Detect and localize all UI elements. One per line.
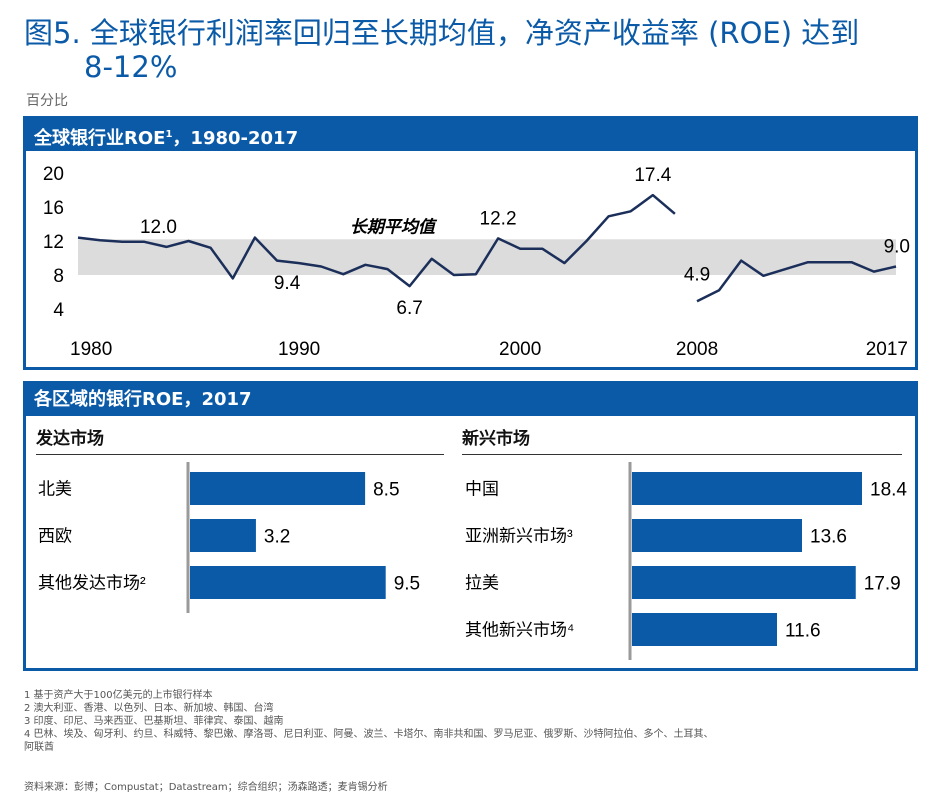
y-tick-label: 12 [43,232,64,253]
bar [632,472,862,505]
data-label: 9.0 [884,237,910,258]
developed-markets-title: 发达市场 [36,429,104,449]
developed-divider [36,454,444,455]
bar-category-label: 中国 [465,480,499,499]
roe-line-chart: 长期平均值 4 8 12 16 20 1980 1990 2000 2008 2017 12.0 9.4… [43,164,910,360]
bar-category-label: 其他新兴市场⁴ [465,621,574,640]
x-tick-label: 1990 [278,339,320,360]
footnote-4-cont: 阿联酋 [24,742,54,753]
y-tick-label: 8 [53,266,64,287]
bar-category-label: 其他发达市场² [38,574,146,593]
data-label: 17.4 [634,165,671,186]
y-tick-label: 20 [43,164,64,185]
heading-text: 全球银行业ROE [34,128,166,149]
emerging-markets-title: 新兴市场 [462,429,530,449]
footnotes: 1 基于资产大于100亿美元的上市银行样本 2 澳大利亚、香港、以色列、日本、新… [24,689,924,754]
bar [190,566,386,599]
developed-bar-chart: 北美 8.5 西欧 3.2 其他发达市场² 9.5 [38,462,420,613]
data-label: 12.2 [480,208,517,229]
band-label: 长期平均值 [350,218,438,237]
page-title: 图5. 全球银行利润率回归至长期均值，净资产收益率 (ROE) 达到 8-12% [24,16,924,84]
bar-value-label: 3.2 [264,527,290,548]
x-tick-label: 2000 [499,339,541,360]
bar [632,613,777,646]
bar-value-label: 9.5 [394,574,420,595]
x-tick-label: 2008 [676,339,718,360]
footnote-3: 3 印度、印尼、马来西亚、巴基斯坦、菲律宾、泰国、越南 [24,716,284,727]
data-label: 4.9 [684,264,710,285]
bar-value-label: 8.5 [373,480,399,501]
data-label: 6.7 [396,298,422,319]
bar [632,566,856,599]
bar-category-label: 西欧 [38,527,72,546]
x-tick-label: 1980 [70,339,112,360]
data-label: 12.0 [140,217,177,238]
regional-roe-heading: 各区域的银行ROE，2017 [26,384,915,416]
roe-series-line-2 [696,259,897,303]
footnote-4: 4 巴林、埃及、匈牙利、约旦、科威特、黎巴嫩、摩洛哥、尼日利亚、阿曼、波兰、卡塔… [24,729,714,740]
bar [190,472,366,505]
global-roe-heading: 全球银行业ROE1，1980-2017 [26,119,915,151]
emerging-divider [462,454,902,455]
bar [632,519,802,552]
regional-roe-panel: 各区域的银行ROE，2017 发达市场 新兴市场 北美 8.5 西欧 3.2 其他发达市… [23,381,918,671]
bar-value-label: 17.9 [864,574,901,595]
global-roe-panel: 全球银行业ROE1，1980-2017 长期平均值 4 8 12 16 20 1980 199… [23,116,918,370]
emerging-bar-chart: 中国 18.4 亚洲新兴市场³ 13.6 拉美 17.9 其他新兴市场⁴ 11.6 [465,462,907,660]
title-line-1: 图5. 全球银行利润率回归至长期均值，净资产收益率 (ROE) 达到 [24,16,860,50]
x-tick-label: 2017 [866,339,908,360]
y-tick-label: 16 [43,198,64,219]
data-label: 9.4 [274,273,301,294]
footnote-1: 1 基于资产大于100亿美元的上市银行样本 [24,690,213,701]
bar-category-label: 亚洲新兴市场³ [465,527,573,546]
y-tick-label: 4 [53,300,64,321]
bar-category-label: 北美 [38,480,72,499]
heading-footnote-mark: 1 [165,129,173,140]
bar-value-label: 11.6 [785,621,821,642]
bar-value-label: 18.4 [870,480,907,501]
source-note: 资料来源：彭博；Compustat；Datastream；综合组织；汤森路透；麦… [24,782,388,793]
bar [190,519,256,552]
bar-value-label: 13.6 [810,527,847,548]
unit-label: 百分比 [26,93,68,109]
roe-series-line-1 [77,193,676,288]
title-line-2: 8-12% [84,50,178,84]
heading-suffix: ，1980-2017 [172,128,299,149]
footnote-2: 2 澳大利亚、香港、以色列、日本、新加坡、韩国、台湾 [24,703,274,714]
bar-category-label: 拉美 [465,574,499,593]
